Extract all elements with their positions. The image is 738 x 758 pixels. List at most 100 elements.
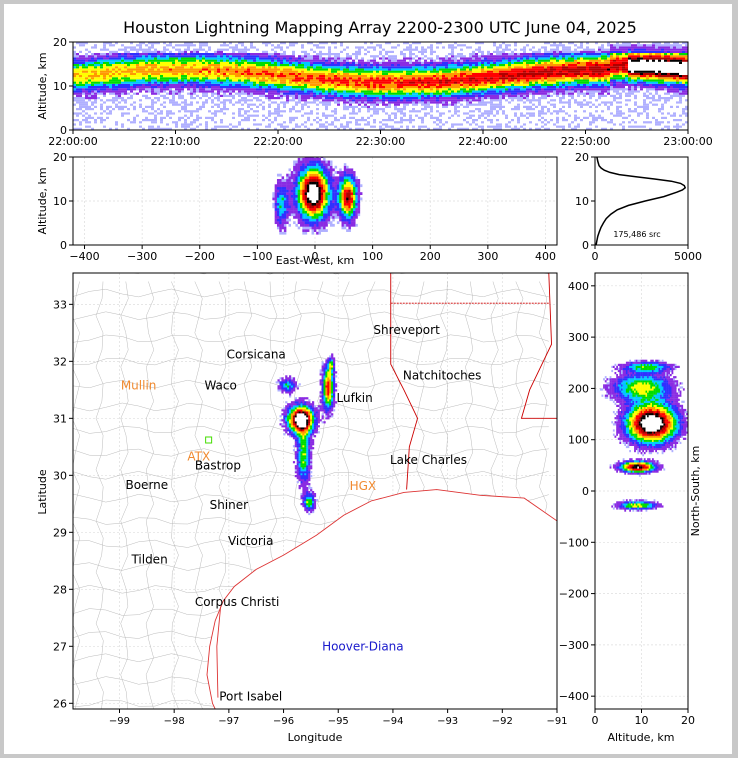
th-cell: [157, 83, 160, 86]
th-cell: [169, 127, 172, 130]
th-cell: [436, 46, 439, 49]
th-cell: [430, 59, 433, 62]
th-cell: [262, 55, 265, 58]
th-cell: [142, 72, 145, 75]
th-cell: [115, 70, 118, 73]
th-cell: [451, 48, 454, 51]
th-cell: [124, 50, 127, 53]
th-cell: [283, 70, 286, 73]
th-cell: [238, 114, 241, 117]
th-cell: [304, 90, 307, 93]
th-cell: [94, 94, 97, 97]
th-cell: [415, 75, 418, 78]
th-cell: [508, 125, 511, 128]
th-cell: [577, 50, 580, 53]
th-cell: [511, 92, 514, 95]
th-cell: [325, 92, 328, 95]
th-cell: [178, 83, 181, 86]
th-cell: [454, 59, 457, 62]
th-cell: [217, 59, 220, 62]
th-cell: [85, 81, 88, 84]
th-cell: [478, 116, 481, 119]
th-cell: [574, 127, 577, 130]
th-cell: [301, 114, 304, 117]
th-cell: [229, 92, 232, 95]
th-cell: [250, 64, 253, 67]
th-cell: [346, 92, 349, 95]
th-cell: [373, 81, 376, 84]
th-cell: [298, 99, 301, 102]
th-cell: [544, 88, 547, 91]
th-cell: [184, 77, 187, 80]
th-cell: [196, 50, 199, 53]
th-cell: [181, 68, 184, 71]
th-cell: [448, 81, 451, 84]
th-cell: [340, 94, 343, 97]
th-cell: [292, 50, 295, 53]
th-cell: [82, 105, 85, 108]
th-cell: [388, 81, 391, 84]
th-cell: [451, 66, 454, 69]
th-cell: [373, 94, 376, 97]
th-cell: [355, 64, 358, 67]
th-cell: [406, 94, 409, 97]
th-cell: [355, 92, 358, 95]
th-cell: [400, 97, 403, 100]
th-cell: [481, 79, 484, 82]
th-cell: [352, 61, 355, 64]
th-cell: [592, 114, 595, 117]
th-cell: [265, 42, 268, 45]
th-cell: [367, 88, 370, 91]
th-cell: [508, 94, 511, 97]
th-cell: [340, 70, 343, 73]
th-cell: [379, 88, 382, 91]
th-cell: [367, 83, 370, 86]
th-cell: [247, 114, 250, 117]
th-cell: [484, 94, 487, 97]
th-cell: [310, 72, 313, 75]
th-cell: [196, 48, 199, 51]
th-cell: [73, 77, 76, 80]
th-cell: [328, 99, 331, 102]
th-cell: [316, 59, 319, 62]
th-cell: [352, 105, 355, 108]
th-cell: [214, 125, 217, 128]
th-cell: [604, 50, 607, 53]
th-cell: [553, 79, 556, 82]
th-cell: [361, 88, 364, 91]
th-cell: [262, 64, 265, 67]
th-cell: [556, 92, 559, 95]
th-cell: [400, 59, 403, 62]
th-cell: [343, 90, 346, 93]
th-cell: [130, 77, 133, 80]
th-cell: [586, 77, 589, 80]
th-cell: [589, 59, 592, 62]
th-cell: [568, 75, 571, 78]
th-cell: [145, 110, 148, 113]
th-cell: [295, 86, 298, 89]
th-cell: [397, 110, 400, 113]
th-cell: [391, 59, 394, 62]
th-cell: [424, 75, 427, 78]
th-cell: [244, 90, 247, 93]
th-cell: [244, 83, 247, 86]
th-cell: [445, 90, 448, 93]
th-cell: [340, 59, 343, 62]
th-cell: [310, 42, 313, 45]
th-cell: [556, 70, 559, 73]
th-cell: [403, 53, 406, 56]
th-cell: [313, 97, 316, 100]
th-cell: [352, 88, 355, 91]
th-cell: [355, 72, 358, 75]
th-cell: [448, 68, 451, 71]
th-cell: [586, 86, 589, 89]
th-cell: [448, 90, 451, 93]
th-cell: [169, 83, 172, 86]
th-cell: [526, 75, 529, 78]
th-cell: [328, 90, 331, 93]
th-cell: [160, 81, 163, 84]
th-cell: [94, 77, 97, 80]
th-cell: [94, 72, 97, 75]
th-cell: [583, 79, 586, 82]
th-cell: [229, 101, 232, 104]
